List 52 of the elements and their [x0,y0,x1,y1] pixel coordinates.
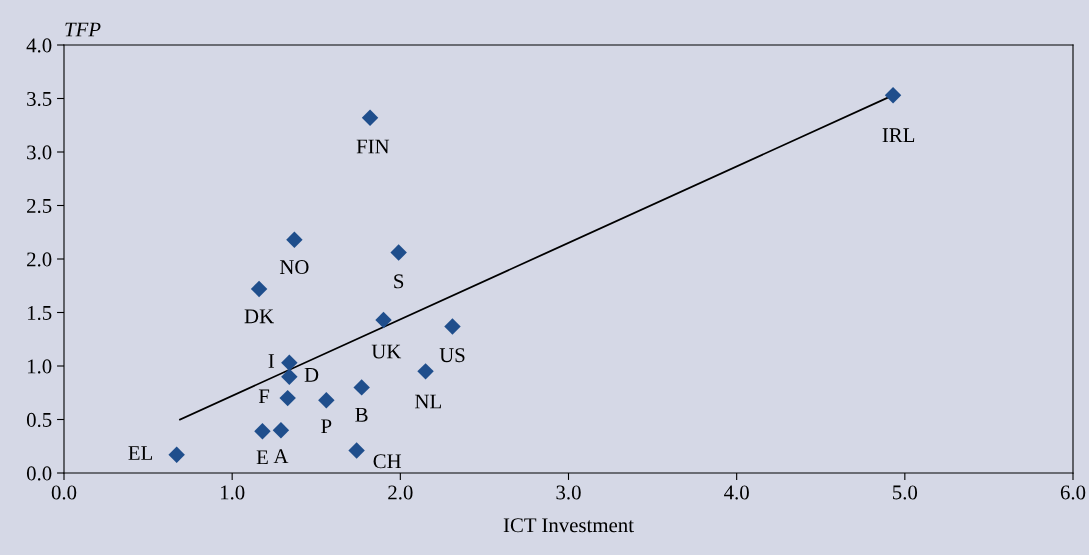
point [390,244,407,261]
point [318,392,335,409]
point [353,379,370,396]
annotation: P [321,419,332,434]
point [254,423,271,440]
y-tick-label: 1.0 [27,359,52,374]
annotation: IRL [882,128,915,142]
annotation: NL [415,394,441,409]
annotation: F [258,389,270,404]
x-tick-label: 2.0 [388,485,413,500]
point [168,446,185,464]
y-tick-label: 3.5 [27,91,52,107]
annotation: DK [244,309,274,324]
y-tick-label: 2.5 [27,198,52,214]
point [884,87,902,104]
point [348,442,365,459]
annotation: S [394,274,404,289]
point [250,280,268,298]
x-tick-label: 4.0 [724,485,749,500]
point [417,363,434,380]
point [286,231,303,248]
annotation: E [256,450,268,465]
annotation: A [273,449,289,463]
x-tick-label: 5.0 [893,485,918,500]
y-axis-title: TFP [65,22,101,37]
annotation: FIN [356,139,390,154]
y-tick-label: 0.0 [26,466,52,481]
point [375,311,392,329]
y-tick-label: 4.0 [26,38,52,53]
x-tick-label: 3.0 [556,485,581,500]
annotation: I [268,354,275,368]
point [281,354,298,372]
x-axis-title: ICT Investment [503,518,634,533]
point [272,421,290,439]
annotation: CH [373,454,402,469]
annotation: NO [279,260,309,275]
y-tick-label: 0.5 [26,412,52,428]
y-tick-label: 3.0 [27,145,52,160]
point [279,389,296,407]
x-tick-label: 6.0 [1060,485,1086,500]
point [444,318,461,335]
annotation: D [304,368,319,382]
y-tick-label: 1.5 [27,305,52,321]
x-tick-label: 1.0 [220,485,245,500]
annotation: US [439,348,465,363]
y-tick-label: 2.0 [27,252,52,267]
annotation: EL [128,446,153,460]
point [281,368,298,385]
point [361,109,379,126]
x-tick-label: 0.0 [51,485,77,500]
annotation: B [355,407,368,422]
annotation: UK [371,344,402,359]
